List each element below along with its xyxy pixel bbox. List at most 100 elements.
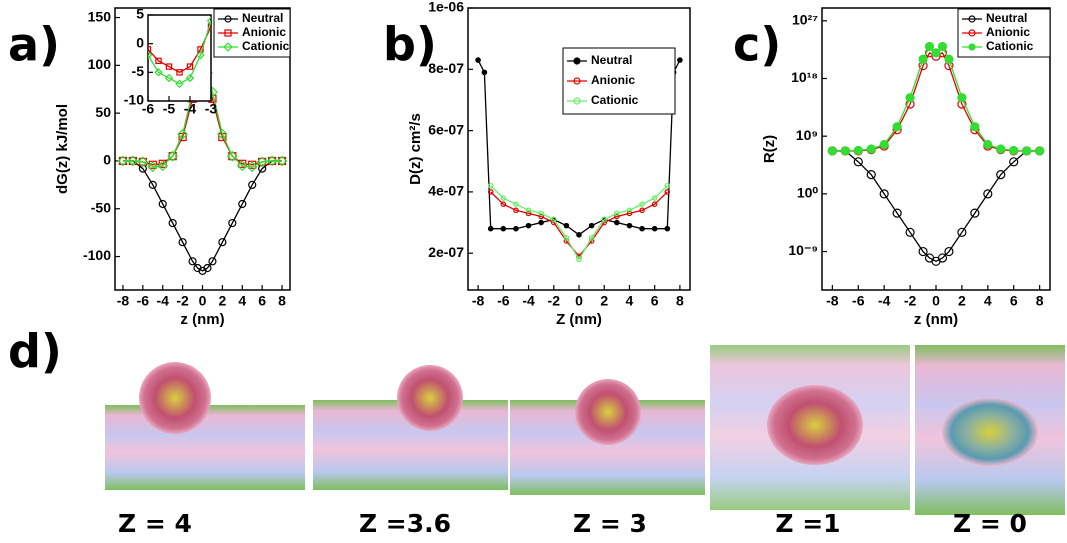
marker [626,210,633,217]
snapshot-label: Z = 3 [573,509,647,538]
marker [256,156,268,168]
x-tick-label: -6 [142,101,155,117]
x-tick-label: 8 [1036,293,1044,309]
marker [203,263,212,273]
snapshot-label: Z = 0 [953,509,1027,538]
marker [137,156,149,168]
x-tick-label: 2 [218,293,226,309]
marker [614,210,620,217]
legend-label: Cationic [242,39,290,53]
data-layer [475,57,683,263]
marker [148,50,153,60]
marker [117,155,129,167]
marker [487,189,494,195]
y-tick-label: 5 [136,6,144,22]
nanoparticle [139,362,211,434]
y-tick-label: 10⁹ [796,127,818,143]
marker [185,73,195,83]
x-tick-label: 0 [199,293,207,309]
marker [924,41,935,52]
marker [651,201,658,207]
legend-label: Anionic [242,25,286,39]
x-tick-label: -6 [852,293,865,309]
x-tick-label: -6 [137,293,150,309]
marker [918,54,928,64]
marker [970,208,980,218]
x-tick-label: -8 [117,293,130,309]
marker [538,210,544,217]
marker [626,207,633,214]
chart: -8 -6 -4 -2 0 2 4 6 8 2e-07 4e-07 6e-07 8e-07 1e-06 Z … [407,0,691,328]
panel-label: b) [383,18,437,72]
marker [626,222,633,229]
snapshot-label: Z = 4 [118,509,192,538]
y-tick-label: 100 [88,56,112,72]
nanoparticle [575,379,641,445]
marker [892,122,902,132]
y-tick-label: -100 [83,247,111,263]
marker [944,54,954,64]
marker [664,225,671,232]
marker [248,180,257,189]
series-line [832,45,1040,152]
series-line [832,51,1040,152]
x-tick-label: -4 [157,293,170,309]
marker [563,235,570,241]
marker [853,145,863,156]
marker [165,63,173,70]
series-line [490,191,668,258]
marker [563,222,570,229]
marker [983,139,993,150]
y-tick-label: -5 [132,63,145,79]
marker [168,218,177,228]
marker [970,122,980,132]
y-tick-label: 50 [95,104,111,120]
marker [513,225,519,232]
marker [573,57,581,65]
inset-chart: -6 -5 -4 -3 -10 -5 0 5 [124,6,218,117]
marker [500,225,507,232]
marker [208,257,217,266]
x-tick-label: -4 [522,293,535,309]
series-line [490,185,668,261]
marker [573,77,581,85]
marker [513,207,519,214]
y-tick-label: -10 [124,92,144,108]
marker [996,144,1006,154]
marker [573,97,581,105]
x-tick-label: 4 [238,293,246,309]
panel-label: c) [733,18,781,72]
marker [500,195,507,201]
marker [164,73,174,83]
marker [178,238,187,247]
marker [944,246,954,257]
x-tick-label: 8 [676,293,684,309]
y-tick-label: 10⁰ [797,185,819,201]
x-tick-label: 4 [984,293,992,309]
x-tick-label: -4 [184,101,197,117]
marker [879,189,889,199]
marker [475,57,481,63]
marker [155,57,162,65]
marker [176,69,183,76]
marker [148,46,152,53]
y-axis-label: dG(z) kJ/mol [54,104,71,194]
marker [266,155,278,167]
marker [840,146,850,156]
marker [127,155,139,167]
nanoparticle [397,365,463,431]
marker [167,150,179,162]
data-layer [148,16,211,89]
marker [968,43,976,51]
y-tick-label: 0 [136,34,144,50]
legend-label: Cationic [591,93,639,107]
marker [996,170,1006,180]
marker [487,225,494,232]
marker [968,29,976,37]
marker [651,195,658,201]
marker [246,161,258,173]
marker [879,139,889,150]
marker [513,201,519,207]
panel-label: d) [8,325,62,379]
y-axis-label: D(z) cm²/s [407,113,424,185]
